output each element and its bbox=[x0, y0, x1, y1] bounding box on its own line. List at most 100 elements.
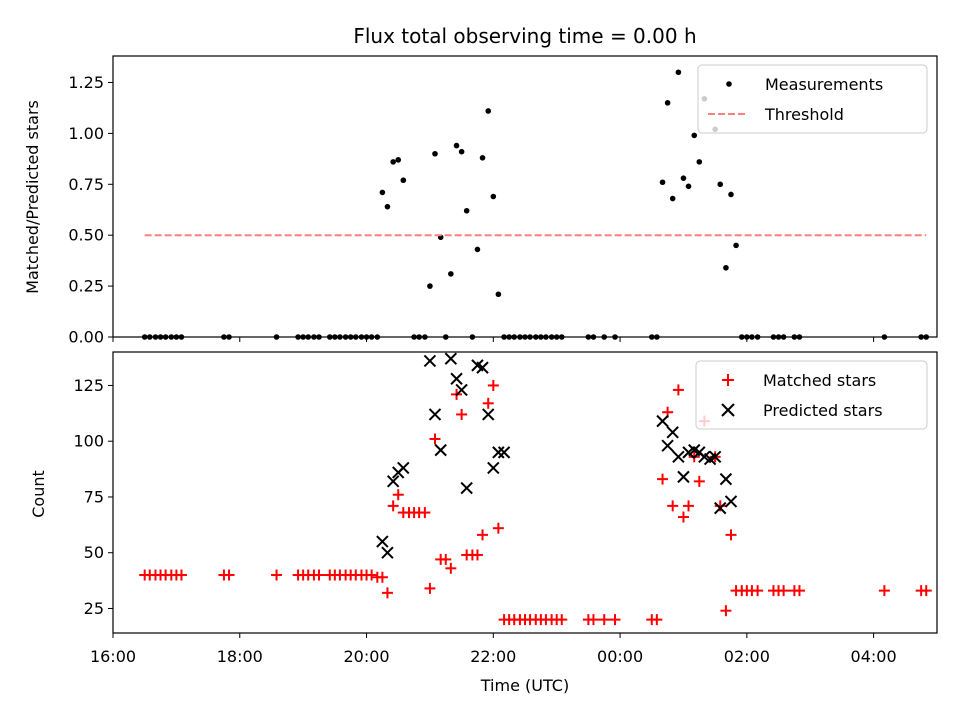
top-axes-frame bbox=[112, 55, 938, 338]
matched-star-point bbox=[477, 529, 489, 541]
matched-star-point bbox=[492, 522, 504, 534]
matched-star-point bbox=[482, 397, 494, 409]
top-y-tick-label: 1.00 bbox=[68, 124, 104, 143]
top-y-tick-label: 1.25 bbox=[68, 73, 104, 92]
legend-measurements-label: Measurements bbox=[765, 75, 883, 94]
measurement-point bbox=[495, 291, 502, 298]
predicted-star-point bbox=[492, 446, 505, 459]
matched-star-point bbox=[271, 569, 283, 581]
bottom-legend-box bbox=[695, 360, 928, 430]
measurement-point bbox=[432, 150, 438, 157]
x-tick-label: 02:00 bbox=[724, 647, 770, 666]
matched-star-point bbox=[387, 500, 399, 512]
measurement-point bbox=[400, 177, 407, 184]
top-legend-box bbox=[697, 64, 928, 134]
matched-star-point bbox=[793, 585, 805, 597]
legend-predicted-marker bbox=[721, 403, 735, 417]
matched-star-point bbox=[778, 585, 790, 597]
matched-star-point bbox=[609, 614, 621, 626]
matched-star-point bbox=[223, 569, 235, 581]
measurement-point bbox=[463, 207, 470, 214]
top-y-axis-label: Matched/Predicted stars bbox=[23, 100, 42, 294]
matched-star-point bbox=[419, 507, 431, 519]
matched-star-point bbox=[429, 433, 441, 445]
predicted-star-point bbox=[423, 354, 437, 368]
predicted-star-point bbox=[444, 352, 458, 365]
matched-star-point bbox=[677, 511, 689, 523]
matched-star-point bbox=[587, 614, 599, 626]
predicted-star-point bbox=[460, 481, 473, 495]
predicted-star-point bbox=[476, 361, 489, 374]
measurement-point bbox=[659, 179, 666, 186]
predicted-star-point bbox=[376, 535, 389, 548]
matched-star-point bbox=[392, 489, 404, 501]
predicted-star-point bbox=[482, 408, 495, 421]
measurement-point bbox=[485, 108, 492, 114]
predicted-star-point bbox=[455, 383, 468, 397]
measurement-point bbox=[664, 100, 671, 106]
bottom-y-tick-label: 125 bbox=[73, 376, 104, 395]
x-tick-label: 04:00 bbox=[851, 647, 897, 666]
bottom-y-tick-label: 75 bbox=[84, 487, 104, 506]
measurement-point bbox=[427, 283, 433, 289]
top-chart-title: Flux total observing time = 0.00 h bbox=[353, 24, 696, 48]
matched-star-point bbox=[920, 585, 932, 597]
matched-star-point bbox=[471, 549, 483, 561]
matched-star-point bbox=[313, 569, 325, 581]
legend-matched-label: Matched stars bbox=[763, 371, 876, 390]
matched-star-point bbox=[725, 529, 737, 541]
matched-star-point bbox=[456, 408, 468, 420]
bottom-y-axis-label: Count bbox=[29, 470, 48, 518]
bottom-y-tick-label: 25 bbox=[84, 599, 104, 618]
measurement-point bbox=[453, 142, 460, 149]
predicted-star-point bbox=[381, 546, 394, 559]
measurement-point bbox=[685, 183, 692, 190]
predicted-star-point bbox=[386, 475, 400, 488]
measurement-point bbox=[448, 271, 454, 277]
matched-star-point bbox=[672, 384, 684, 396]
x-tick-label: 00:00 bbox=[597, 647, 643, 666]
x-axis-label: Time (UTC) bbox=[480, 676, 569, 695]
measurement-point bbox=[474, 246, 481, 253]
measurement-point bbox=[733, 242, 739, 249]
measurement-point bbox=[379, 189, 386, 196]
predicted-star-point bbox=[677, 470, 690, 484]
top-y-tick-label: 0.75 bbox=[68, 175, 104, 194]
measurement-point bbox=[691, 132, 698, 139]
measurement-point bbox=[680, 175, 687, 181]
matched-star-point bbox=[693, 475, 705, 487]
matched-star-point bbox=[598, 614, 610, 626]
matched-star-point bbox=[878, 585, 890, 597]
matched-star-point bbox=[487, 379, 499, 391]
predicted-star-point bbox=[487, 461, 500, 475]
bottom-y-tick-label: 50 bbox=[84, 543, 104, 562]
top-legend: Measurements Threshold bbox=[697, 64, 928, 134]
matched-star-point bbox=[667, 500, 679, 512]
legend-threshold-label: Threshold bbox=[764, 105, 844, 124]
matched-star-point bbox=[376, 571, 388, 583]
matched-star-point bbox=[381, 587, 393, 599]
x-tick-label: 20:00 bbox=[343, 647, 389, 666]
legend-measurements-marker bbox=[726, 81, 732, 87]
measurement-point bbox=[717, 181, 724, 188]
matched-star-point bbox=[752, 585, 764, 597]
top-y-tick-label: 0.00 bbox=[68, 328, 104, 347]
matched-star-point bbox=[657, 473, 669, 485]
matched-star-point bbox=[683, 500, 695, 512]
matched-star-point bbox=[175, 569, 187, 581]
predicted-star-point bbox=[724, 495, 738, 508]
matched-star-point bbox=[556, 614, 568, 626]
matched-star-point bbox=[445, 562, 457, 574]
predicted-star-point bbox=[397, 461, 410, 475]
predicted-star-point bbox=[428, 408, 442, 421]
bottom-axes-frame bbox=[112, 351, 938, 634]
matched-star-point bbox=[424, 582, 436, 594]
predicted-star-point bbox=[719, 472, 733, 486]
measurement-point bbox=[390, 159, 396, 165]
predicted-star-point bbox=[714, 501, 727, 515]
predicted-star-point bbox=[497, 446, 511, 459]
measurement-point bbox=[675, 69, 682, 76]
predicted-star-point bbox=[666, 426, 679, 439]
matched-star-point bbox=[714, 500, 726, 512]
